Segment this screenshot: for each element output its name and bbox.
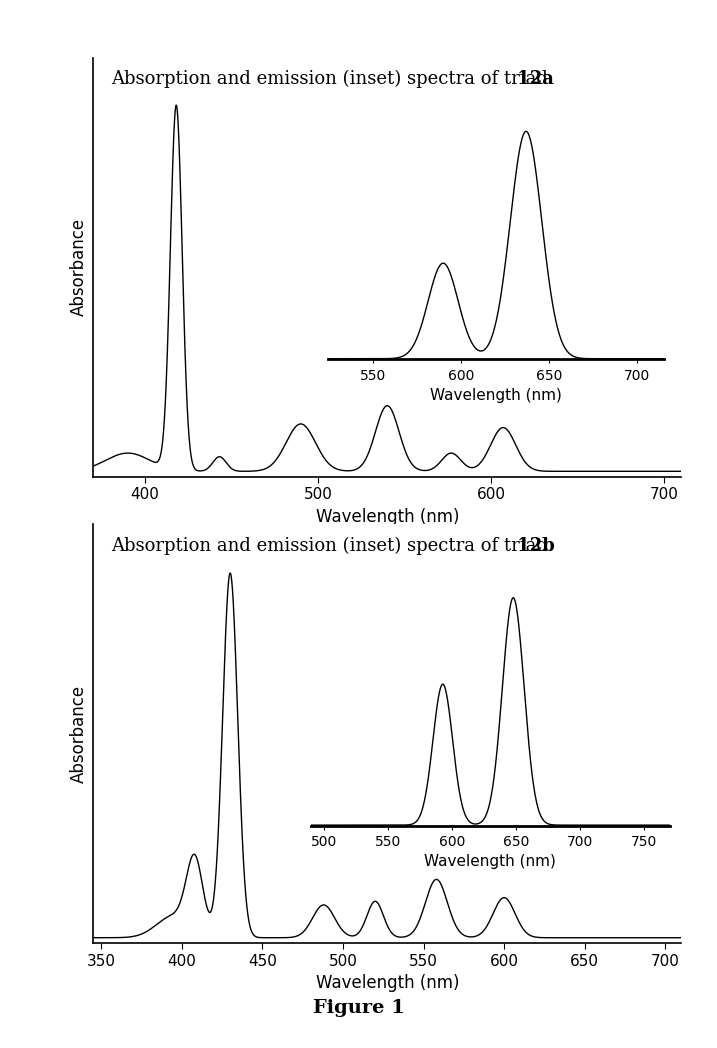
Text: Absorption and emission (inset) spectra of triad: Absorption and emission (inset) spectra … (111, 537, 554, 554)
Text: Absorption and emission (inset) spectra of triad 12a: Absorption and emission (inset) spectra … (187, 70, 663, 88)
Text: 12a: 12a (111, 70, 554, 88)
X-axis label: Wavelength (nm): Wavelength (nm) (315, 975, 459, 992)
Text: Absorption and emission (inset) spectra of triad: Absorption and emission (inset) spectra … (111, 70, 554, 88)
X-axis label: Wavelength (nm): Wavelength (nm) (315, 508, 459, 526)
Text: 12b: 12b (111, 537, 555, 554)
Y-axis label: Absorbance: Absorbance (70, 684, 87, 783)
Text: Figure 1: Figure 1 (313, 999, 404, 1017)
Y-axis label: Absorbance: Absorbance (70, 218, 87, 316)
